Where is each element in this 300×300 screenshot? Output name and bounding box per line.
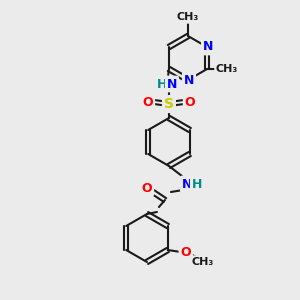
Text: O: O	[142, 95, 153, 109]
Text: N: N	[203, 40, 213, 53]
Text: CH₃: CH₃	[192, 257, 214, 267]
Text: N: N	[184, 74, 194, 86]
Text: H: H	[192, 178, 202, 190]
Text: N: N	[182, 178, 192, 190]
Text: H: H	[157, 77, 167, 91]
Text: O: O	[184, 95, 195, 109]
Text: CH₃: CH₃	[216, 64, 238, 74]
Text: O: O	[180, 245, 191, 259]
Text: O: O	[142, 182, 152, 194]
Text: CH₃: CH₃	[177, 12, 199, 22]
Text: N: N	[167, 77, 177, 91]
Text: S: S	[164, 97, 174, 111]
